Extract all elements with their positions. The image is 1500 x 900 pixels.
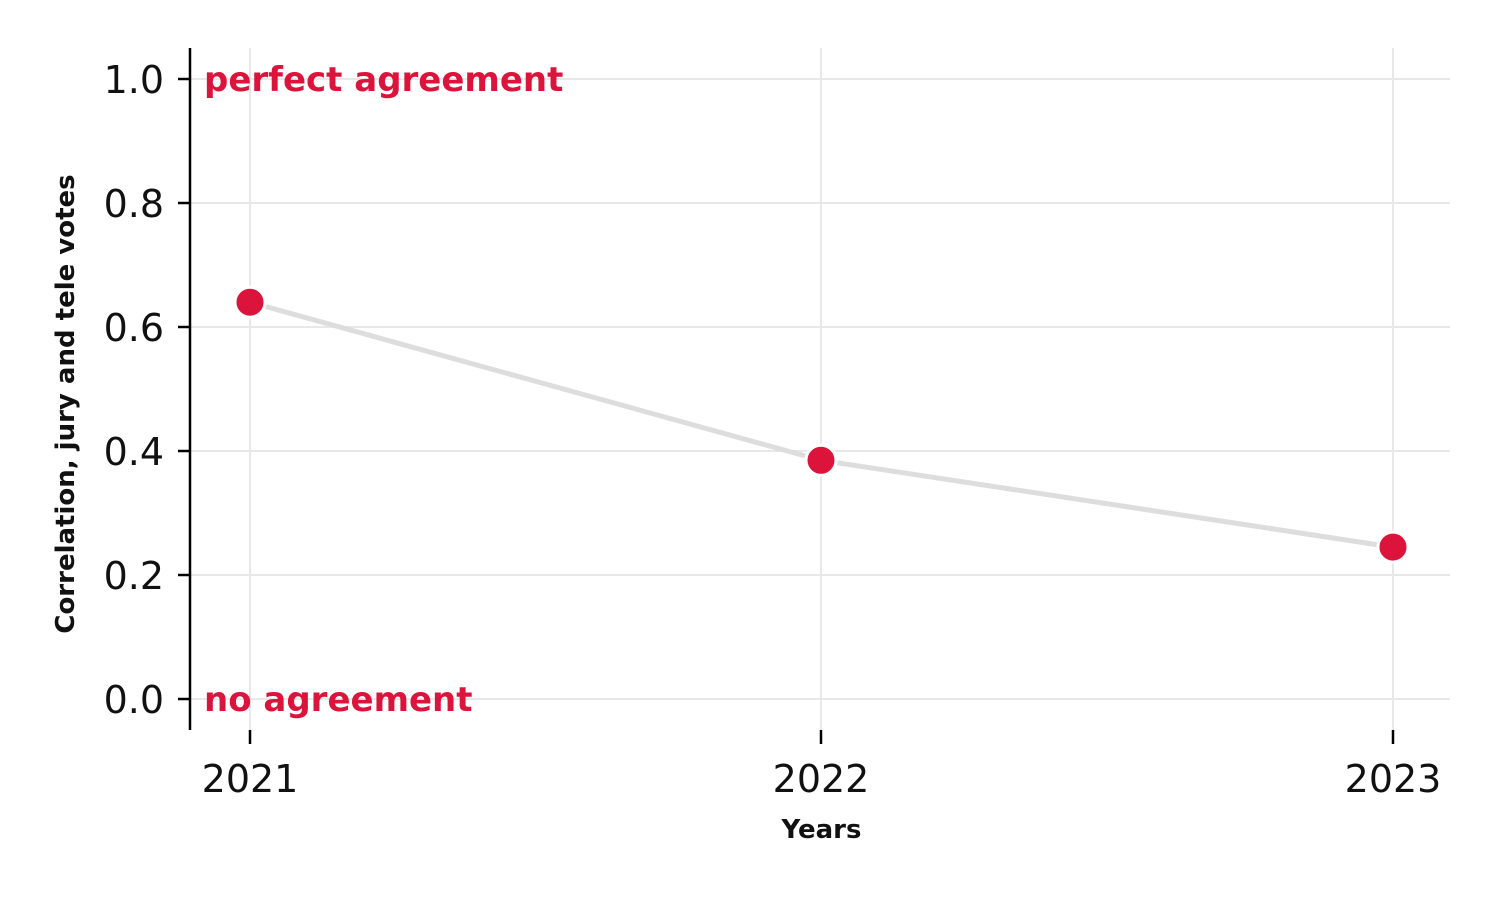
series bbox=[233, 285, 1410, 564]
y-tick-label: 0.0 bbox=[104, 678, 164, 722]
ticks: 0.0 0.2 0.4 0.6 0.8 1.0 2021 2022 2023 bbox=[104, 58, 1442, 801]
y-tick-label: 0.8 bbox=[104, 182, 164, 226]
data-point bbox=[1376, 530, 1410, 564]
annotation-label: no agreement bbox=[204, 680, 473, 720]
y-tick-label: 0.6 bbox=[104, 306, 164, 350]
x-axis-title: Years bbox=[781, 815, 862, 845]
annotation-label: perfect agreement bbox=[204, 60, 563, 100]
y-tick-label: 0.4 bbox=[104, 430, 164, 474]
y-axis-title: Correlation, jury and tele votes bbox=[51, 174, 81, 633]
annotations: perfect agreement no agreement bbox=[204, 60, 563, 720]
x-tick-label: 2023 bbox=[1345, 757, 1442, 801]
grid bbox=[190, 48, 1450, 730]
y-tick-label: 0.2 bbox=[104, 554, 164, 598]
x-tick-label: 2021 bbox=[202, 757, 299, 801]
x-tick-label: 2022 bbox=[773, 757, 870, 801]
y-tick-label: 1.0 bbox=[104, 58, 164, 102]
data-point bbox=[233, 285, 267, 319]
data-point bbox=[804, 443, 838, 477]
